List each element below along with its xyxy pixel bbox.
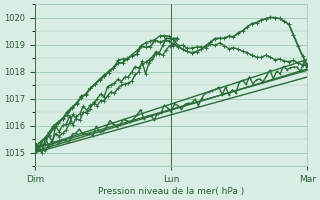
X-axis label: Pression niveau de la mer( hPa ): Pression niveau de la mer( hPa ) <box>98 187 244 196</box>
